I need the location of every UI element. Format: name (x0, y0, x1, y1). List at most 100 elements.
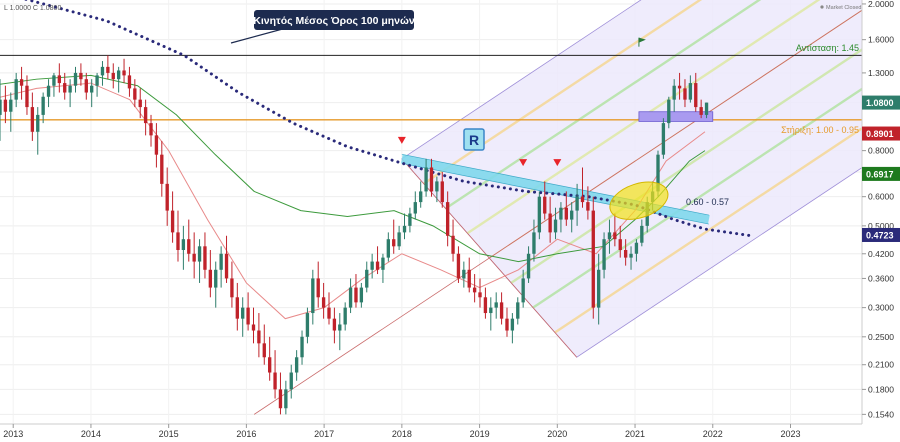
candle-down (19, 66, 24, 100)
candle-body (467, 269, 471, 288)
candle-body (127, 75, 132, 89)
candle-up (532, 219, 536, 262)
candle-body (629, 253, 633, 258)
candle-up (462, 261, 466, 288)
price-tag-box (862, 126, 900, 141)
x-tick-label: 2015 (159, 429, 179, 439)
candle-body (688, 83, 693, 100)
candle-down (165, 167, 169, 226)
candle-down (564, 191, 568, 226)
candle-down (122, 58, 126, 84)
x-tick-label: 2020 (547, 429, 567, 439)
candle-body (284, 389, 288, 409)
candle-up (214, 261, 218, 308)
candle-body (623, 249, 628, 258)
candle-down (25, 75, 29, 115)
candle-body (63, 83, 67, 93)
candle-body (46, 85, 51, 97)
trendline-r-badge-box (463, 128, 485, 151)
candle-body (575, 196, 579, 211)
candle-body (95, 75, 99, 86)
candle-body (208, 269, 213, 288)
candle-up (413, 191, 417, 220)
candle-down (273, 350, 277, 399)
candle-up (9, 92, 13, 132)
candle-up (73, 66, 78, 93)
candle-body (478, 292, 482, 298)
candle-body (57, 75, 62, 84)
candle-body (472, 287, 477, 293)
candle-up (36, 107, 40, 155)
candle-up (386, 232, 391, 262)
candle-up (575, 183, 579, 226)
candle-body (456, 253, 461, 279)
candle-down (499, 292, 504, 325)
candle-up (14, 72, 18, 108)
candle-body (3, 99, 8, 112)
x-tick-label: 2019 (470, 429, 490, 439)
candle-body (618, 239, 622, 250)
candle-body (138, 99, 142, 108)
price-tag-label: 0.8901 (866, 129, 894, 139)
time-axis-background (0, 424, 900, 442)
candle-up (219, 246, 223, 288)
candle-up (521, 269, 525, 308)
price-axis-background (862, 0, 900, 424)
y-tick-label: 0.1800 (868, 384, 894, 394)
pitchfork-level (532, 87, 862, 309)
candle-up (704, 102, 709, 119)
sell-marker-triangle (397, 136, 406, 144)
zone-label: 0.60 - 0.57 (686, 197, 729, 207)
candle-down (138, 88, 142, 119)
candle-up (95, 72, 99, 97)
candle-body (160, 154, 164, 184)
candle-down (154, 123, 159, 168)
candle-body (343, 307, 347, 325)
candle-up (494, 292, 498, 319)
price-tag-box (862, 227, 900, 242)
candle-up (688, 75, 693, 103)
candle-body (543, 196, 547, 214)
ma-green-line (0, 74, 706, 263)
candle-down (57, 63, 62, 93)
candle-body (381, 257, 385, 270)
candle-down (278, 372, 283, 415)
candle-body (483, 297, 488, 314)
candle-down (429, 158, 434, 197)
candle-body (354, 287, 358, 303)
candle-down (591, 196, 595, 319)
candle-body (68, 85, 72, 93)
candle-body (699, 107, 703, 115)
flag-icon (638, 37, 646, 43)
candle-body (170, 210, 175, 233)
candle-down (268, 336, 272, 381)
price-tag-box (862, 166, 900, 181)
candle-body (262, 343, 266, 358)
candle-body (316, 278, 320, 298)
candle-down (149, 114, 153, 147)
candle-up (526, 246, 531, 283)
candle-up (241, 297, 245, 337)
candle-up (294, 350, 299, 381)
candle-up (553, 207, 558, 240)
candle-down (332, 307, 337, 344)
candle-down (580, 167, 585, 208)
pitchfork-overlay (253, 0, 862, 415)
candle-down (440, 171, 444, 208)
candle-up (381, 253, 385, 283)
candle-down (618, 225, 622, 258)
candle-body (143, 107, 148, 124)
resistance-label: Αντίσταση: 1.45 (796, 43, 859, 53)
time-axis-ticks: 2013 2014 2015 2016 2017 2018 2019 2020 2021 2022… (3, 424, 801, 439)
candle-body (537, 196, 542, 233)
support-zone-ellipse (609, 181, 669, 220)
candle-body (548, 213, 552, 233)
candle-body (246, 307, 250, 325)
candle-down (127, 66, 132, 97)
candle-body (332, 318, 337, 331)
candle-body (526, 253, 531, 279)
candle-body (348, 287, 353, 308)
candle-body (516, 302, 520, 319)
candle-up (408, 207, 412, 233)
candle-body (656, 154, 660, 192)
